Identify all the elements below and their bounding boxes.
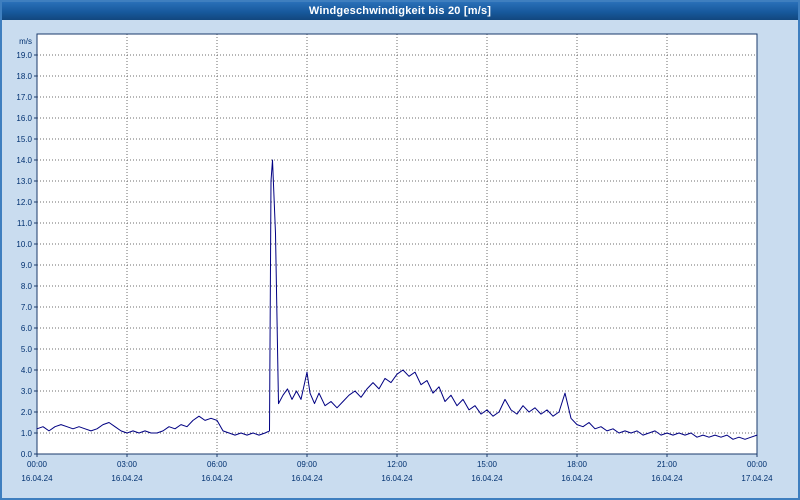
wind-speed-series-line bbox=[36, 159, 758, 440]
x-tick-time-label: 18:00 bbox=[567, 460, 588, 469]
y-tick-label: 17.0 bbox=[16, 93, 32, 102]
x-tick-time-label: 03:00 bbox=[117, 460, 138, 469]
y-tick-label: 13.0 bbox=[16, 177, 32, 186]
x-tick-time-label: 15:00 bbox=[477, 460, 498, 469]
y-axis-unit-label: m/s bbox=[19, 37, 32, 46]
y-tick-label: 18.0 bbox=[16, 72, 32, 81]
x-tick-time-label: 21:00 bbox=[657, 460, 678, 469]
y-tick-label: 11.0 bbox=[17, 219, 33, 228]
y-tick-label: 12.0 bbox=[16, 198, 32, 207]
wind-speed-chart-svg: 0.0 1.0 2.0 3.0 4.0 5.0 6.0 7.0 8.0 9.0 10.0 11.0 12… bbox=[16, 33, 773, 483]
y-tick-label: 14.0 bbox=[16, 156, 32, 165]
y-tick-label: 0.0 bbox=[21, 450, 33, 459]
y-tick-label: 1.0 bbox=[21, 429, 33, 438]
x-tick-date-label: 16.04.24 bbox=[651, 474, 683, 483]
x-tick-time-label: 00:00 bbox=[747, 460, 768, 469]
grid-lines bbox=[37, 34, 757, 454]
y-tick-label: 16.0 bbox=[16, 114, 32, 123]
y-tick-label: 6.0 bbox=[21, 324, 33, 333]
y-tick-label: 4.0 bbox=[21, 366, 33, 375]
chart-area: 0.0 1.0 2.0 3.0 4.0 5.0 6.0 7.0 8.0 9.0 10.0 11.0 12… bbox=[2, 20, 798, 498]
axis-ticks bbox=[34, 54, 758, 457]
y-tick-label: 15.0 bbox=[16, 135, 32, 144]
y-tick-label: 2.0 bbox=[21, 408, 33, 417]
x-tick-time-label: 12:00 bbox=[387, 460, 408, 469]
x-tick-date-label: 16.04.24 bbox=[561, 474, 593, 483]
y-tick-label: 9.0 bbox=[21, 261, 33, 270]
x-tick-time-label: 00:00 bbox=[27, 460, 48, 469]
y-tick-label: 8.0 bbox=[21, 282, 33, 291]
x-tick-date-label: 16.04.24 bbox=[291, 474, 323, 483]
y-tick-label: 10.0 bbox=[16, 240, 32, 249]
y-tick-label: 3.0 bbox=[21, 387, 33, 396]
y-axis-labels: 0.0 1.0 2.0 3.0 4.0 5.0 6.0 7.0 8.0 9.0 10.0 11.0 12… bbox=[16, 51, 32, 459]
x-tick-date-label: 16.04.24 bbox=[201, 474, 233, 483]
x-tick-time-label: 06:00 bbox=[207, 460, 228, 469]
x-tick-date-label: 16.04.24 bbox=[381, 474, 413, 483]
x-tick-date-label: 16.04.24 bbox=[111, 474, 143, 483]
y-tick-label: 7.0 bbox=[21, 303, 33, 312]
x-tick-date-label: 16.04.24 bbox=[21, 474, 53, 483]
x-tick-time-label: 09:00 bbox=[297, 460, 318, 469]
y-tick-label: 19.0 bbox=[16, 51, 32, 60]
x-axis-labels: 00:00 16.04.24 03:00 16.04.24 06:00 16.04.24 0… bbox=[21, 460, 773, 483]
window-title: Windgeschwindigkeit bis 20 [m/s] bbox=[2, 2, 798, 20]
x-tick-date-label: 16.04.24 bbox=[471, 474, 503, 483]
x-tick-date-label: 17.04.24 bbox=[741, 474, 773, 483]
y-tick-label: 5.0 bbox=[21, 345, 33, 354]
